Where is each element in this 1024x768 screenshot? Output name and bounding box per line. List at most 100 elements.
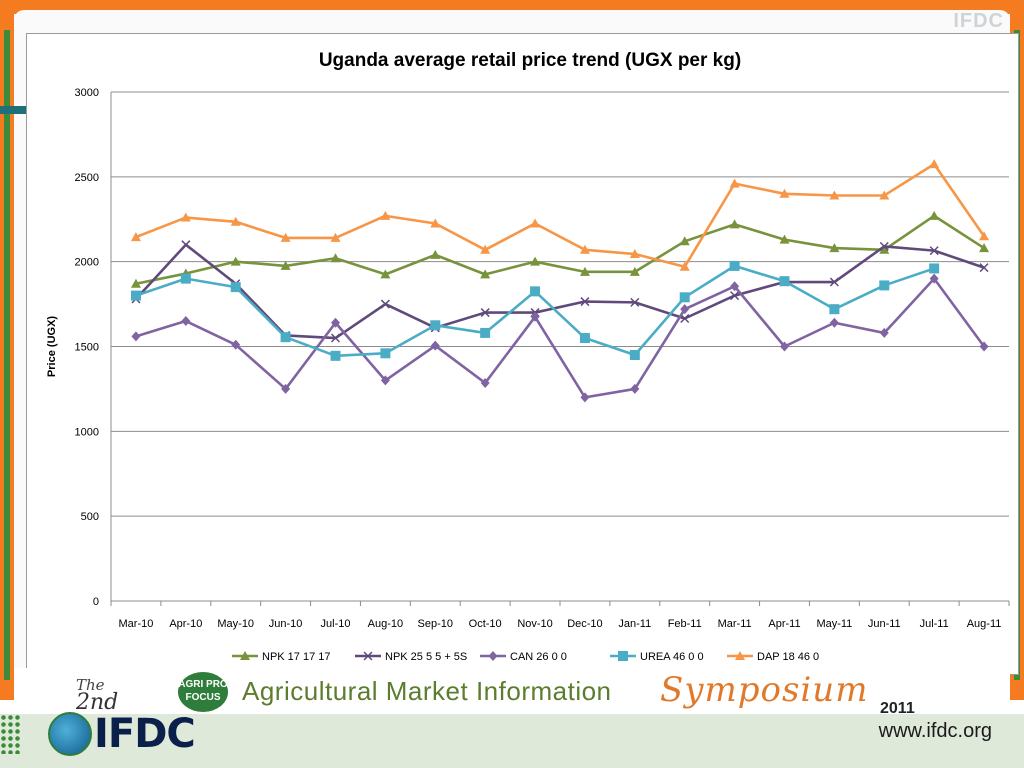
x-tick-label: Nov-10	[517, 618, 552, 630]
data-point-npk-17-17-17	[979, 243, 990, 253]
legend-marker-npk-17-17-17	[240, 651, 250, 660]
data-point-dap-18-46-0	[330, 232, 341, 242]
data-point-dap-18-46-0	[380, 210, 391, 220]
data-point-npk-17-17-17	[530, 256, 541, 266]
data-point-can-26-0-0	[480, 377, 490, 388]
data-point-can-26-0-0	[929, 273, 939, 284]
data-point-dap-18-46-0	[530, 218, 541, 228]
data-point-npk-17-17-17	[679, 236, 690, 246]
teal-accent-bar	[0, 106, 26, 114]
data-point-urea-46-0-0	[579, 333, 590, 344]
x-tick-label: Apr-11	[768, 618, 800, 630]
x-tick-label: May-10	[217, 618, 254, 630]
legend-label-dap-18-46-0: DAP 18 46 0	[757, 651, 819, 663]
footer-bar	[0, 714, 1024, 768]
y-tick-label: 2000	[75, 257, 99, 269]
ifdc-watermark: IFDC	[953, 10, 1004, 32]
data-point-urea-46-0-0	[480, 327, 491, 338]
data-point-urea-46-0-0	[729, 260, 740, 271]
data-point-dap-18-46-0	[480, 244, 491, 254]
data-point-urea-46-0-0	[530, 286, 541, 297]
data-point-npk-17-17-17	[579, 266, 590, 276]
data-point-can-26-0-0	[680, 304, 690, 315]
data-point-npk-25-5-5-5s	[580, 297, 590, 307]
y-axis-title: Price (UGX)	[46, 316, 58, 377]
data-point-npk-25-5-5-5s	[730, 291, 740, 301]
x-tick-label: Jun-10	[269, 618, 303, 630]
data-point-urea-46-0-0	[180, 273, 191, 284]
x-tick-label: Jan-11	[618, 618, 651, 630]
x-tick-label: Apr-10	[169, 618, 202, 630]
data-point-npk-25-5-5-5s	[879, 241, 889, 251]
data-point-dap-18-46-0	[829, 190, 840, 200]
agri-pro-focus-logo: AGRI PRO FOCUS	[178, 672, 228, 712]
data-point-urea-46-0-0	[430, 320, 441, 331]
data-point-can-26-0-0	[231, 339, 241, 350]
data-point-npk-17-17-17	[480, 269, 491, 279]
chart-title: Uganda average retail price trend (UGX p…	[319, 50, 741, 71]
data-point-npk-17-17-17	[729, 219, 740, 229]
banner-year-text: 2011	[880, 700, 915, 717]
data-point-npk-17-17-17	[380, 269, 391, 279]
series-line-npk-17-17-17	[135, 214, 985, 285]
data-point-can-26-0-0	[979, 341, 989, 352]
data-point-npk-17-17-17	[330, 253, 341, 263]
data-point-npk-17-17-17	[280, 260, 291, 270]
data-point-npk-25-5-5-5s	[380, 299, 390, 309]
data-point-dap-18-46-0	[729, 178, 740, 188]
data-point-can-26-0-0	[530, 311, 540, 322]
data-point-dap-18-46-0	[280, 232, 291, 242]
legend-marker-urea-46-0-0	[618, 651, 628, 661]
data-point-dap-18-46-0	[979, 231, 990, 241]
x-tick-label: Jul-10	[321, 618, 351, 630]
data-point-dap-18-46-0	[230, 216, 241, 226]
data-point-can-26-0-0	[829, 317, 839, 328]
legend-label-can-26-0-0: CAN 26 0 0	[510, 651, 567, 663]
data-point-can-26-0-0	[331, 317, 340, 328]
ifdc-logo-text: IFDC	[94, 711, 196, 757]
x-tick-label: Aug-11	[967, 618, 1002, 630]
footer-dots-decoration	[0, 714, 22, 754]
data-point-can-26-0-0	[380, 375, 390, 386]
legend-label-npk-25-5-5-5s: NPK 25 5 5 + 5S	[385, 651, 467, 663]
data-point-npk-17-17-17	[230, 256, 241, 266]
data-point-urea-46-0-0	[879, 280, 890, 291]
y-tick-label: 0	[93, 596, 99, 608]
series-line-urea-46-0-0	[135, 264, 935, 358]
x-tick-label: Mar-10	[119, 618, 154, 630]
series-line-npk-25-5-5-5s	[134, 243, 985, 340]
x-tick-label: Feb-11	[668, 618, 702, 630]
data-point-npk-25-5-5-5s	[181, 240, 191, 250]
left-accent-bar	[4, 30, 10, 680]
data-point-dap-18-46-0	[629, 249, 640, 259]
data-point-npk-17-17-17	[130, 278, 141, 288]
data-point-urea-46-0-0	[380, 348, 391, 359]
legend-label-npk-17-17-17: NPK 17 17 17	[262, 651, 331, 663]
banner-symposium-text: Symposium	[660, 670, 869, 710]
data-point-can-26-0-0	[430, 340, 440, 351]
chart-container: Uganda average retail price trend (UGX p…	[26, 33, 1019, 675]
series-line-can-26-0-0	[135, 277, 986, 399]
globe-icon	[48, 712, 92, 756]
data-point-urea-46-0-0	[130, 290, 141, 301]
data-point-urea-46-0-0	[829, 304, 840, 315]
data-point-npk-25-5-5-5s	[330, 333, 341, 343]
data-point-dap-18-46-0	[180, 212, 191, 222]
y-tick-label: 3000	[75, 87, 99, 99]
legend-label-urea-46-0-0: UREA 46 0 0	[640, 651, 704, 663]
data-point-npk-17-17-17	[629, 266, 640, 276]
data-point-can-26-0-0	[879, 327, 889, 338]
data-point-urea-46-0-0	[929, 263, 940, 274]
data-point-npk-17-17-17	[879, 244, 890, 254]
x-tick-label: Jul-11	[920, 618, 949, 630]
data-point-npk-17-17-17	[829, 243, 840, 253]
y-tick-label: 2500	[75, 172, 99, 184]
data-point-urea-46-0-0	[280, 332, 291, 343]
data-point-npk-25-5-5-5s	[929, 246, 939, 256]
x-tick-label: Jun-11	[868, 618, 901, 630]
footer-url: www.ifdc.org	[878, 720, 992, 742]
x-tick-label: May-11	[816, 618, 852, 630]
data-point-urea-46-0-0	[330, 350, 341, 361]
data-point-urea-46-0-0	[230, 282, 241, 293]
x-tick-label: Oct-10	[469, 618, 502, 630]
